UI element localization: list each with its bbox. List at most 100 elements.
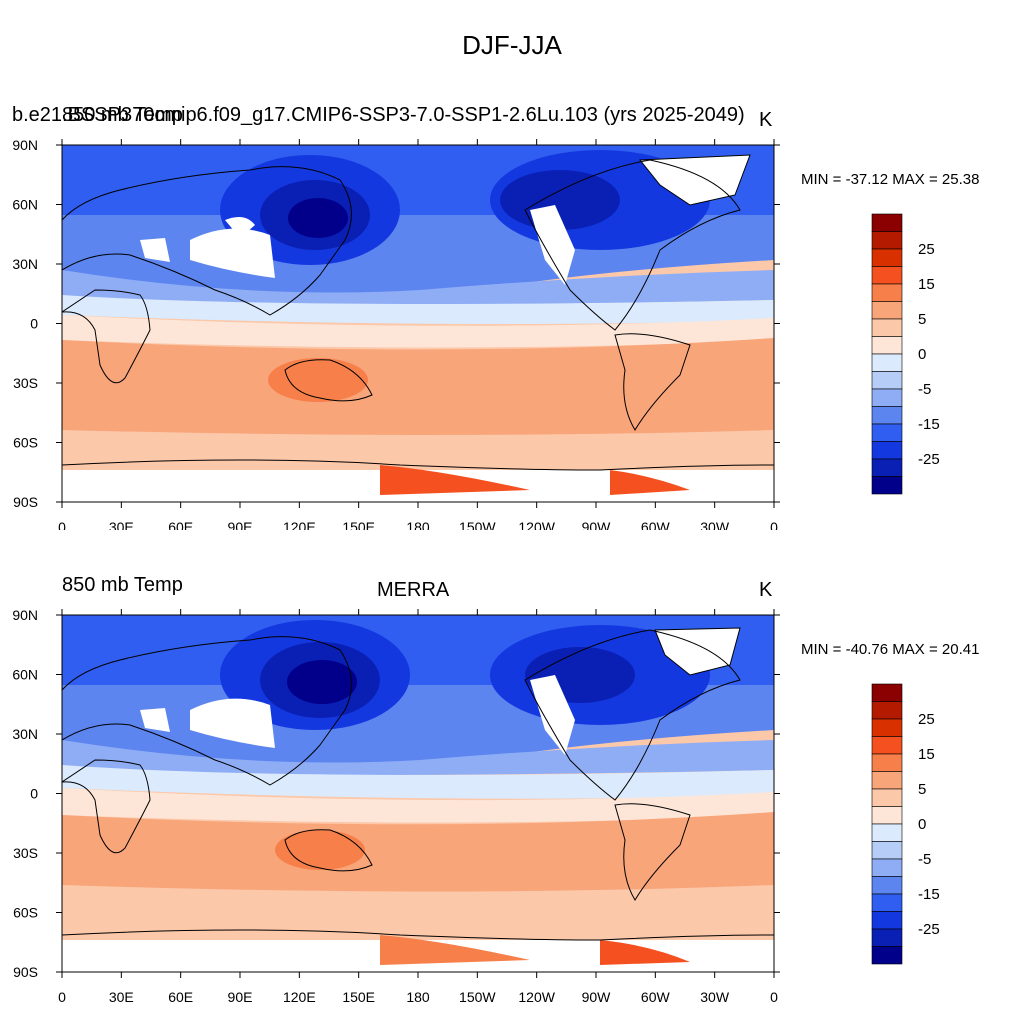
p2-colorbar-box (871, 753, 903, 772)
p2-colorbar-box (871, 771, 903, 790)
p2-colorbar-box (871, 911, 903, 930)
panel2-left-title: 850 mb Temp (62, 574, 183, 596)
p1-ytick-label: 90S (13, 494, 38, 510)
p2-colorbar-box (871, 876, 903, 895)
panel2-coastlines (62, 627, 774, 941)
panel2-map: 0 30E 60E 90E 120E 150E 180 150W 120W 90W 60W 30W 0 9… (12, 607, 940, 1005)
panel1-minmax: MIN = -37.12 MAX = 25.38 (801, 171, 980, 188)
p1-ytick-label: 60S (13, 435, 38, 451)
panel1-map: 0 30E 60E 90E 120E 150E 180 150W 120W 90W 60W 30W 0 9… (12, 137, 940, 530)
p2-xtick-label: 150E (342, 989, 375, 1005)
p2-ytick-label: 30N (12, 726, 38, 742)
p2-colorbar-box (871, 841, 903, 860)
p1-colorbar-label: 0 (918, 346, 926, 363)
p1-colorbar-box (871, 283, 903, 302)
p2-xtick-label: 180 (406, 989, 430, 1005)
p1-colorbar-box (871, 336, 903, 355)
p1-colorbar-box (871, 371, 903, 390)
p2-ytick-label: 90N (12, 607, 38, 623)
p1-colorbar-box (871, 423, 903, 442)
panel2-minmax: MIN = -40.76 MAX = 20.41 (801, 641, 980, 658)
p2-colorbar-box (871, 701, 903, 720)
panel2-center-title: MERRA (377, 579, 450, 601)
p1-xtick-label: 60E (168, 519, 193, 530)
p2-colorbar-box (871, 788, 903, 807)
p1-xtick-label: 90E (228, 519, 253, 530)
p2-colorbar-label: 0 (918, 816, 926, 833)
p2-xtick-label: 90W (582, 989, 612, 1005)
p1-colorbar-label: 5 (918, 311, 926, 328)
p2-colorbar-label: 15 (918, 746, 935, 763)
p2-colorbar-label: 25 (918, 711, 935, 728)
p2-colorbar-label: -5 (918, 851, 931, 868)
p1-colorbar-label: -25 (918, 451, 940, 468)
p2-colorbar-label: -15 (918, 886, 940, 903)
p1-colorbar-box (871, 406, 903, 425)
p1-colorbar-label: -5 (918, 381, 931, 398)
p1-colorbar-label: -15 (918, 416, 940, 433)
p2-xtick-label: 0 (770, 989, 778, 1005)
p2-colorbar-box (871, 823, 903, 842)
p1-xtick-label: 30W (700, 519, 730, 530)
p1-xtick-label: 120W (518, 519, 555, 530)
p2-xtick-label: 60E (168, 989, 193, 1005)
p1-colorbar-box (871, 231, 903, 250)
figure-title: DJF-JJA (462, 30, 562, 60)
p2-xtick-label: 150W (459, 989, 496, 1005)
p1-colorbar-box (871, 213, 903, 232)
p1-xtick-label: 150E (342, 519, 375, 530)
p1-xtick-label: 180 (406, 519, 430, 530)
p1-xtick-label: 90W (582, 519, 612, 530)
p1-xtick-label: 0 (58, 519, 66, 530)
panel1-units: K (759, 109, 773, 131)
panel1-field (62, 145, 774, 502)
p2-xtick-label: 0 (58, 989, 66, 1005)
panel2-units: K (759, 579, 773, 601)
p1-ytick-label: 90N (12, 137, 38, 153)
p2-colorbar-label: -25 (918, 921, 940, 938)
p2-colorbar-box (871, 893, 903, 912)
p2-ytick-label: 30S (13, 845, 38, 861)
panel1-left-title: 850 mb Temp (62, 104, 183, 126)
panel1-coastlines (62, 154, 774, 471)
p2-ytick-label: 90S (13, 964, 38, 980)
p1-colorbar-box (871, 476, 903, 495)
p1-colorbar-label: 15 (918, 276, 935, 293)
p1-colorbar-label: 25 (918, 241, 935, 258)
p2-colorbar-box (871, 946, 903, 965)
p1-xtick-label: 0 (770, 519, 778, 530)
panel1-center-title: b.e21.BSSP370cmip6.f09_g17.CMIP6-SSP3-7.… (12, 104, 745, 126)
p2-colorbar-box (871, 683, 903, 702)
p1-ytick-label: 60N (12, 197, 38, 213)
p2-xtick-label: 120E (283, 989, 316, 1005)
p2-ytick-label: 60N (12, 667, 38, 683)
p1-colorbar-box (871, 388, 903, 407)
p2-ytick-label: 60S (13, 905, 38, 921)
p2-colorbar-box (871, 718, 903, 737)
p2-colorbar-box (871, 858, 903, 877)
p2-xtick-label: 30E (109, 989, 134, 1005)
p2-xtick-label: 30W (700, 989, 730, 1005)
p1-colorbar-box (871, 353, 903, 372)
p1-colorbar-box (871, 248, 903, 267)
p2-xtick-label: 60W (641, 989, 671, 1005)
panel1-colorbar: 25 15 5 0 -5 -15 -25 (871, 213, 940, 495)
p1-xtick-label: 120E (283, 519, 316, 530)
p2-xtick-label: 120W (518, 989, 555, 1005)
p2-colorbar-box (871, 806, 903, 825)
panel2-colorbar: 25 15 5 0 -5 -15 -25 (871, 683, 940, 965)
p1-colorbar-box (871, 441, 903, 460)
p1-colorbar-box (871, 301, 903, 320)
p1-ytick-label: 30N (12, 256, 38, 272)
p2-colorbar-label: 5 (918, 781, 926, 798)
p1-colorbar-box (871, 318, 903, 337)
p2-colorbar-box (871, 736, 903, 755)
panel2-field (62, 615, 774, 972)
p1-ytick-label: 30S (13, 375, 38, 391)
p1-xtick-label: 30E (109, 519, 134, 530)
p1-ytick-label: 0 (30, 316, 38, 332)
p1-colorbar-box (871, 266, 903, 285)
p1-xtick-label: 150W (459, 519, 496, 530)
p2-colorbar-box (871, 928, 903, 947)
p1-xtick-label: 60W (641, 519, 671, 530)
